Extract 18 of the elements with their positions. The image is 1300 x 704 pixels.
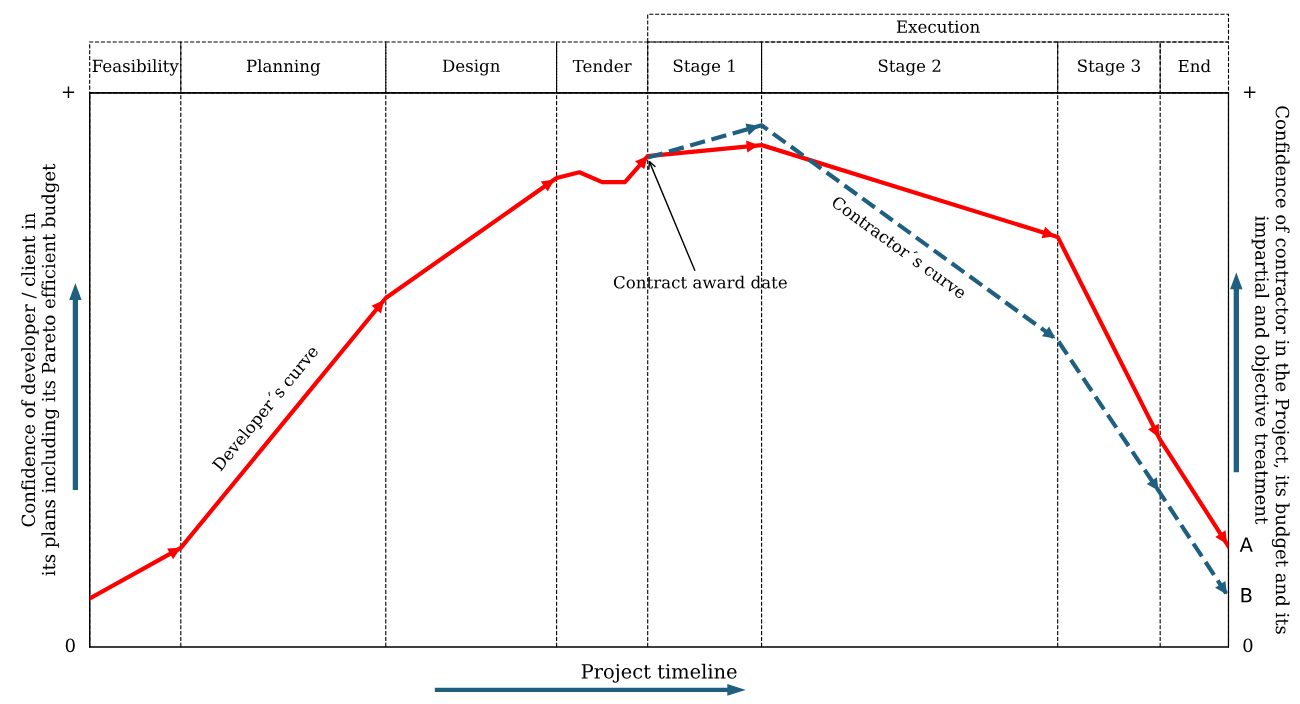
text: A <box>1239 537 1253 552</box>
text: 0 <box>1243 638 1253 653</box>
annotation: Contract award date <box>613 275 787 289</box>
text: End <box>1178 59 1211 73</box>
text: Feasibility <box>92 59 179 76</box>
text: Design <box>442 59 500 76</box>
text: Stage 3 <box>1078 59 1140 76</box>
text: Stage 1 <box>673 59 735 76</box>
x-axis-title: Project timeline <box>581 663 737 683</box>
text: 0 <box>65 638 75 653</box>
text: Stage 2 <box>878 59 941 76</box>
text: + <box>1244 86 1256 98</box>
text: + <box>62 86 75 98</box>
text: Execution <box>896 20 980 33</box>
text: B <box>1241 588 1252 603</box>
text: Planning <box>246 59 321 76</box>
y-axis-title: Confidence of developer / client in its plans including its Pareto efficient budget <box>21 163 60 576</box>
text: Tender <box>572 59 632 73</box>
